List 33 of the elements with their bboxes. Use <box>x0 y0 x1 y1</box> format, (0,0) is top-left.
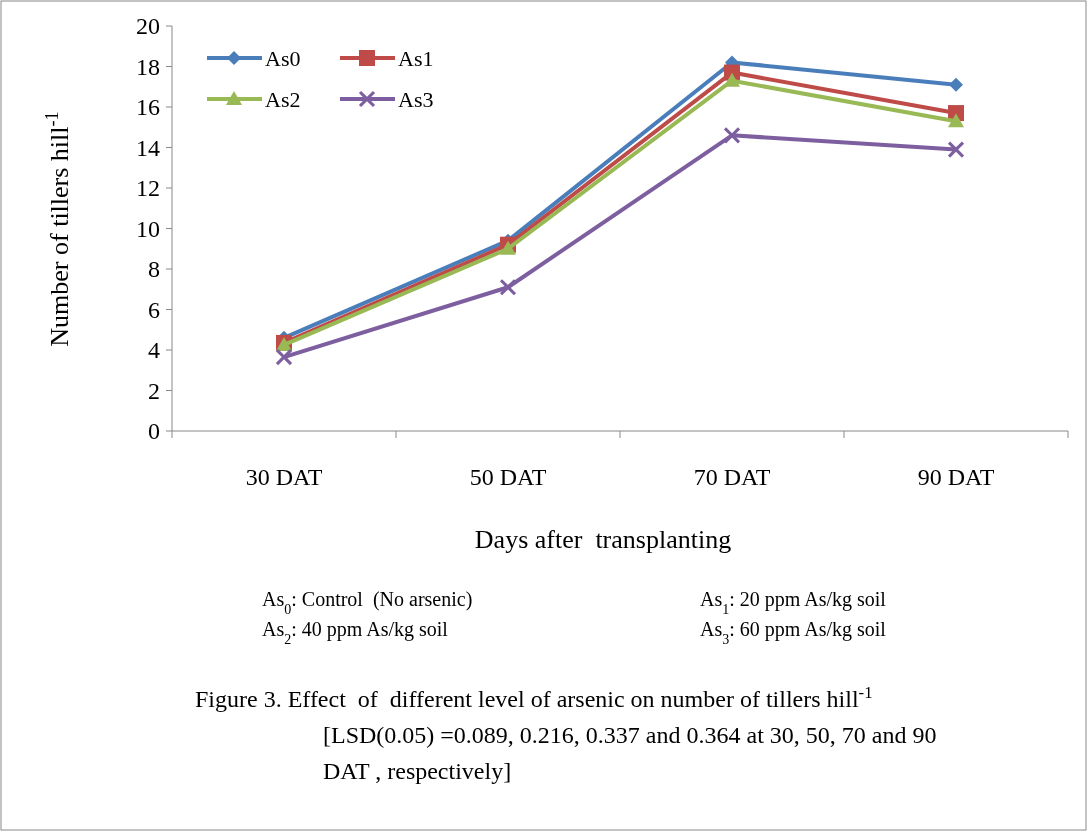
point <box>949 77 963 92</box>
text: As$_{3}$: 60 ppm As/kg soil <box>700 618 887 647</box>
y-tick-label: 16 <box>136 94 160 121</box>
point <box>724 72 740 87</box>
legend-label: As1 <box>398 45 434 71</box>
point <box>947 141 965 158</box>
y-tick-label: 12 <box>136 175 160 202</box>
point <box>499 279 517 296</box>
x-tick-label: 50 DAT <box>469 464 547 490</box>
text: As$_{0}$: Control (No arsenic) <box>262 588 473 617</box>
y-tick-label: 14 <box>136 134 160 161</box>
y-tick-label: 0 <box>148 418 160 445</box>
y-tick-label: 8 <box>148 256 160 283</box>
y-tick-label: 10 <box>136 215 160 242</box>
y-tick-label: 20 <box>136 13 160 40</box>
x-tick-label: 30 DAT <box>245 464 323 490</box>
x-tick-label: 90 DAT <box>917 464 995 490</box>
legend-label: As0 <box>265 45 301 71</box>
legend-label: As2 <box>265 86 301 112</box>
point <box>500 240 516 255</box>
y-tick-label: 18 <box>136 53 160 80</box>
text: Figure 3. Effect of different level of arsenic on number of tillers hill$^{-1}$ [LSD(0.05) =0.089, 0.216, 0.337 and 0.364 at 30, 50, 70 and 90 DAT , respectively] <box>195 682 937 784</box>
point <box>948 113 964 128</box>
legend-label: As3 <box>398 86 434 112</box>
text: As$_{1}$: 20 ppm As/kg soil <box>700 588 887 617</box>
y-tick-label: 4 <box>148 337 160 364</box>
x-tick-label: 70 DAT <box>693 464 771 490</box>
y-tick-label: 6 <box>148 296 160 323</box>
text: As$_{2}$: 40 ppm As/kg soil <box>262 618 449 647</box>
y-tick-label: 2 <box>148 377 160 404</box>
x-axis-title: Days after transplanting <box>474 525 732 554</box>
point <box>723 127 741 144</box>
point <box>275 348 293 366</box>
